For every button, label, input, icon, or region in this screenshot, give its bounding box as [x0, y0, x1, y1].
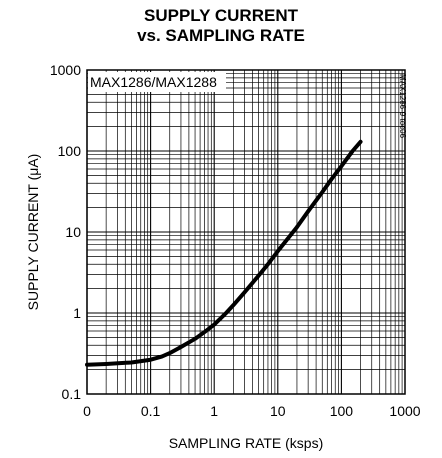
- supply-current-curve: [85, 139, 363, 367]
- y-tick-label: 100: [58, 143, 82, 159]
- y-tick-label: 1: [73, 305, 81, 321]
- annotation-box: [88, 72, 226, 92]
- figure-code: MAX1286-9 toc06: [398, 74, 407, 139]
- x-tick-label: 0.1: [141, 403, 161, 419]
- chart-title-line1: SUPPLY CURRENT: [144, 6, 298, 25]
- y-tick-label: 0.1: [62, 386, 82, 402]
- x-tick-label: 10: [270, 403, 286, 419]
- part-number-annotation: MAX1286/MAX1288: [90, 74, 217, 90]
- x-tick-label: 100: [330, 403, 354, 419]
- chart-title-line2: vs. SAMPLING RATE: [137, 26, 305, 45]
- plot-frame: [86, 69, 406, 395]
- x-tick-label: 0: [83, 403, 91, 419]
- y-axis-label: SUPPLY CURRENT (μA): [25, 154, 41, 311]
- y-tick-label: 1000: [50, 62, 81, 78]
- x-axis-label: SAMPLING RATE (ksps): [169, 435, 324, 451]
- y-tick-label: 10: [65, 224, 81, 240]
- x-tick-label: 1000: [389, 403, 420, 419]
- x-tick-label: 1: [210, 403, 218, 419]
- grid: [86, 70, 405, 395]
